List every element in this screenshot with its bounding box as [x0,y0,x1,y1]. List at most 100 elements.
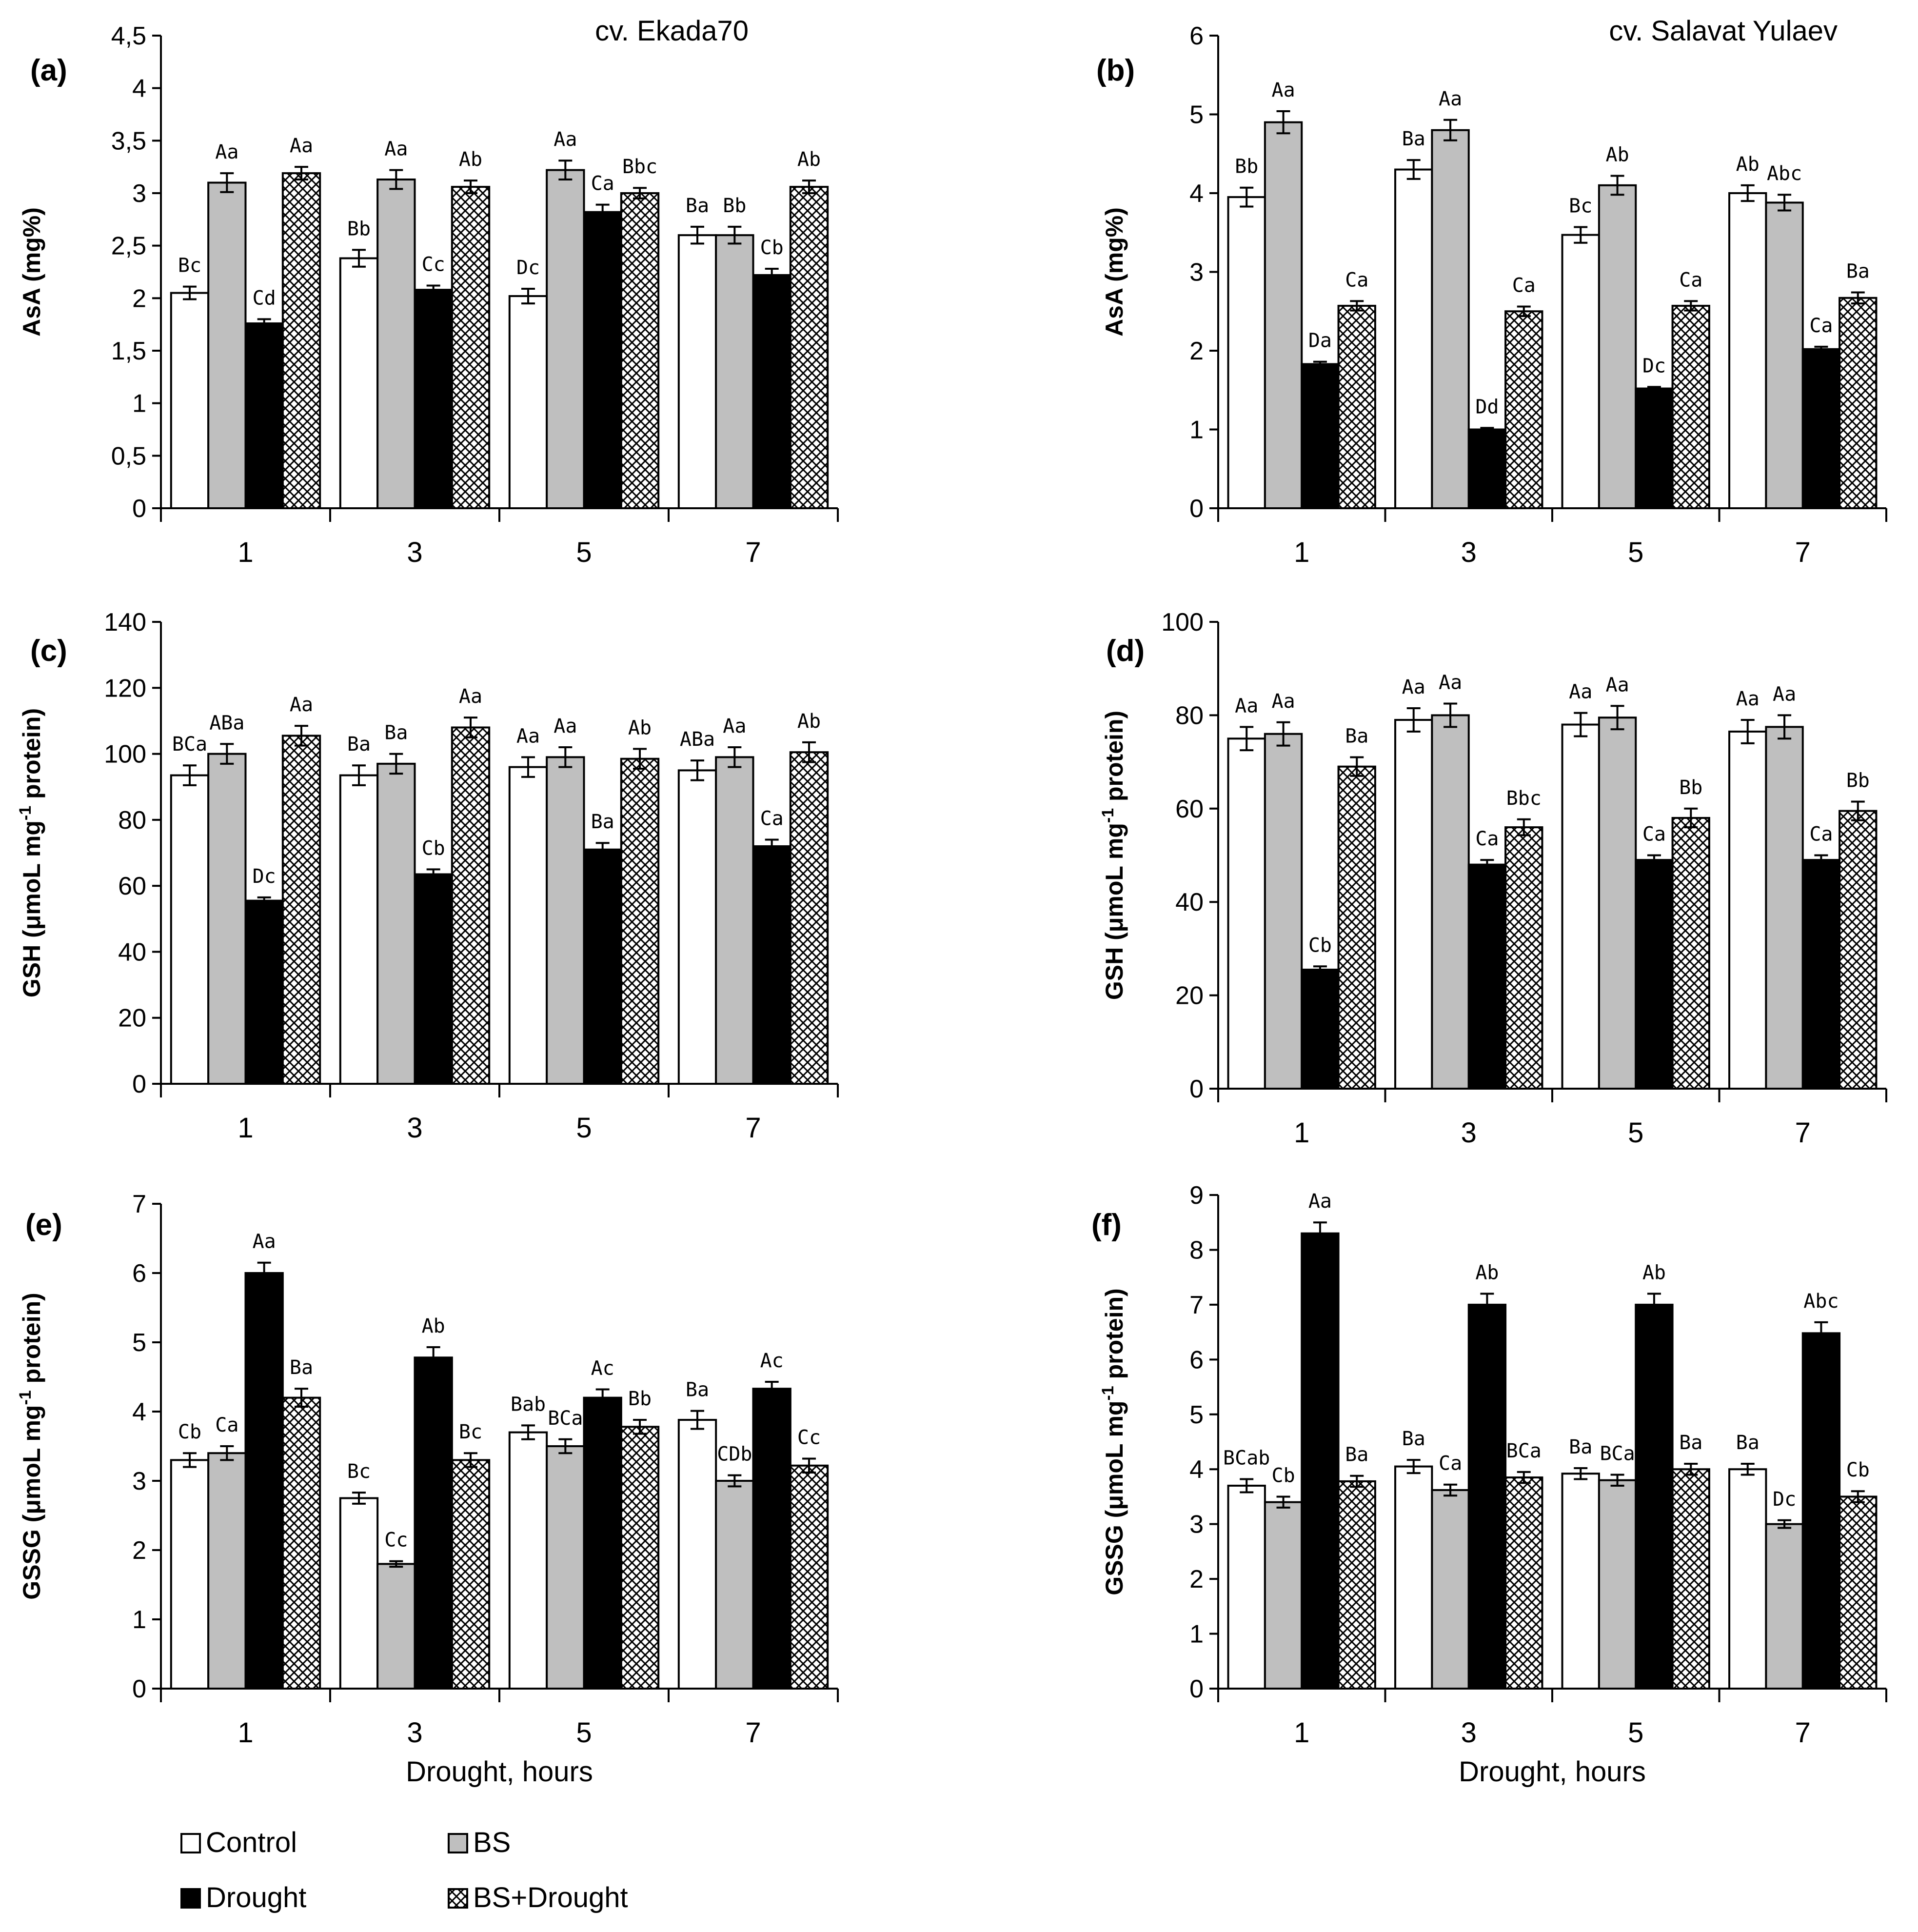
y-tick-label: 8 [1189,1236,1204,1264]
bar-bs-drought [1839,810,1878,1090]
significance-label: Aa [384,138,408,160]
bar-drought [244,322,284,509]
y-tick-label: 4 [1189,1455,1204,1484]
significance-label: Dc [516,257,540,279]
y-tick-label: 3 [132,179,146,208]
y-tick-label: 1,5 [111,337,146,365]
bar-bs [207,753,247,1085]
significance-label: Ca [1439,1453,1462,1475]
significance-label: Ca [1512,275,1536,297]
y-tick-label: 100 [1161,608,1204,637]
chart-panel-d: 0 20 40 60 80 100 1 Aa Aa Cb Ba 3 Aa Aa Ca Bbc 5 Aa Aa Ca Bb… [1099,608,1887,1149]
significance-label: Ba [591,811,614,833]
bar-bs [1431,714,1470,1090]
bar-control [339,1497,379,1690]
significance-label: Aa [290,135,313,157]
significance-label: Aa [1773,683,1796,705]
significance-label: Ba [347,733,371,756]
significance-label: ABa [680,728,715,751]
legend-item-control: Control [180,1827,297,1858]
significance-label: BCab [1223,1447,1270,1469]
bar-bs [376,762,416,1085]
bar-bs-drought [620,1426,660,1690]
bar-control [508,1431,548,1690]
bar-bs-drought [1504,310,1543,509]
chart-panel-b: 0 1 2 3 4 5 6 1 Bb Aa Da Ca 3 Ba Aa Dd Ca 5 Bc Ab Dc Ca 7 Ab Abc… [1096,15,1887,568]
cultivar-title: cv. Salavat Yulaev [1609,15,1838,47]
bar-control [1227,196,1266,509]
x-tick-label: 1 [1294,1117,1309,1149]
y-tick-label: 7 [1189,1291,1204,1319]
significance-label: Cb [1308,934,1332,956]
y-axis-title: GSH (μmoL mg-1 protein) [16,708,45,997]
significance-label: Ca [1642,823,1666,846]
bar-control [508,766,548,1085]
bar-control [677,769,717,1085]
x-tick-label: 3 [1461,537,1477,568]
significance-label: Ab [1642,1261,1666,1284]
y-tick-label: 60 [118,872,146,900]
y-tick-label: 5 [1189,101,1204,129]
bar-control [170,292,210,509]
bar-bs-drought [281,735,321,1085]
bar-bs [376,1563,416,1690]
y-tick-label: 0 [1189,1075,1204,1103]
bar-drought [1467,1303,1507,1690]
significance-label: Ba [1345,1444,1368,1466]
bar-bs [1765,1523,1804,1690]
significance-label: Cc [422,253,445,276]
significance-label: Bbc [622,156,657,178]
significance-label: Bb [347,218,371,240]
bar-drought [1801,1332,1841,1690]
significance-label: BCa [172,733,207,756]
bar-bs [1431,129,1470,509]
y-tick-label: 40 [1175,888,1204,916]
bar-bs [1598,717,1637,1090]
bar-control [677,1419,717,1690]
y-tick-label: 100 [104,740,146,769]
significance-label: Bbc [1506,787,1542,810]
bar-control [170,1459,210,1690]
significance-label: Ac [760,1350,784,1372]
bar-drought [1635,387,1674,510]
significance-label: BCa [1600,1442,1635,1465]
y-tick-label: 60 [1175,795,1204,823]
legend-item-bs: BS [448,1827,511,1858]
significance-label: Ca [1809,315,1833,337]
significance-label: Bc [178,255,201,277]
bar-drought [1801,348,1841,510]
x-tick-label: 3 [407,1112,422,1144]
y-tick-label: 3 [1189,1511,1204,1539]
significance-label: Ab [797,710,821,733]
y-tick-label: 2 [1189,337,1204,365]
bar-drought [583,848,622,1085]
y-axis-title: GSSG (μmoL mg-1 protein) [1099,1288,1128,1595]
significance-label: Ca [1475,828,1499,850]
y-tick-label: 4,5 [111,22,146,50]
bar-control [1561,234,1600,510]
bar-drought [752,274,791,510]
bar-control [1561,723,1600,1090]
bar-drought [1467,863,1507,1090]
bar-control [170,774,210,1085]
panel-letter: (a) [30,54,67,87]
bar-bs-drought [281,172,321,509]
significance-label: Aa [516,725,540,747]
y-tick-label: 4 [132,1398,146,1426]
significance-label: Aa [554,128,577,151]
bar-drought [1635,1303,1674,1690]
x-tick-label: 3 [1461,1117,1477,1149]
significance-label: Ba [1402,128,1425,150]
significance-label: Cc [797,1427,821,1449]
y-tick-label: 0 [132,1070,146,1098]
significance-label: Cd [253,287,276,309]
significance-label: Bb [1235,156,1258,178]
y-tick-label: 0 [132,1675,146,1703]
legend-label-drought: Drought [206,1882,306,1913]
x-axis-title: Drought, hours [406,1756,593,1788]
significance-label: Ca [215,1414,238,1436]
significance-label: Ab [628,717,652,739]
bar-drought [1301,968,1340,1090]
bar-drought [1635,859,1674,1090]
bar-bs-drought [1839,297,1878,509]
